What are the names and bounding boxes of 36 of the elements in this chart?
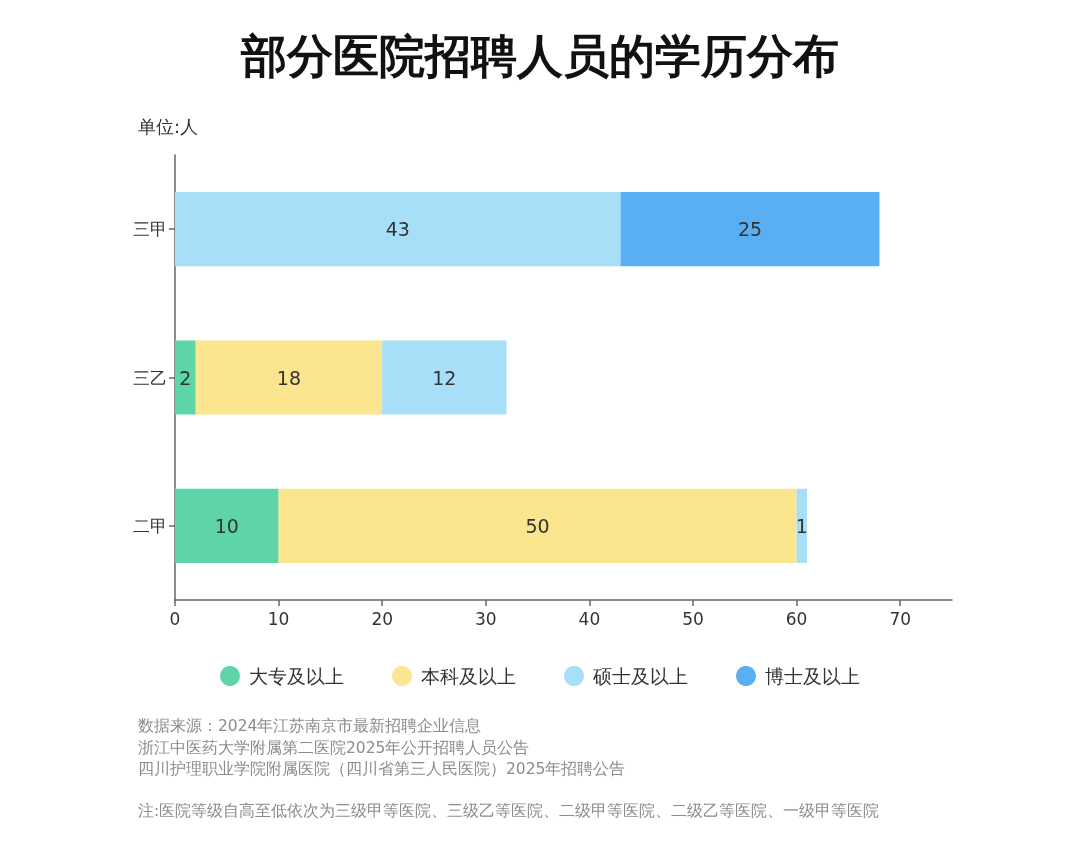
- chart-title: 部分医院招聘人员的学历分布: [240, 29, 839, 83]
- legend-label: 博士及以上: [765, 665, 860, 687]
- data-label: 43: [385, 218, 410, 241]
- bar: [175, 340, 196, 415]
- data-label: 12: [432, 366, 457, 389]
- legend-label: 本科及以上: [421, 665, 516, 687]
- data-label: 50: [525, 514, 550, 537]
- bar: [382, 340, 507, 415]
- y-tick-label: 三甲: [133, 219, 167, 240]
- text: 单位:人: [138, 115, 199, 137]
- data-label: 25: [737, 218, 763, 241]
- text: 浙江中医药大学附属第二医院2025年公开招聘人员公告: [138, 738, 530, 757]
- x-tick-label: 60: [785, 608, 808, 629]
- legend-label: 硕士及以上: [592, 665, 688, 687]
- data-label: 10: [214, 514, 239, 537]
- bar: [195, 340, 383, 415]
- data-label: 1: [795, 514, 808, 537]
- data-label: 18: [276, 366, 302, 389]
- data-label: 2: [179, 366, 192, 389]
- y-tick-label: 三乙: [133, 367, 167, 388]
- bar: [278, 488, 797, 563]
- x-tick-label: 10: [267, 608, 290, 629]
- x-tick-label: 50: [682, 608, 704, 629]
- text: 注:医院等级自高至低依次为三级甲等医院、三级乙等医院、二级甲等医院、二级乙等医院、一级甲等医院: [138, 802, 880, 820]
- bar: [175, 192, 621, 267]
- x-tick-label: 70: [889, 608, 912, 629]
- legend-label: 大专及以上: [249, 665, 344, 687]
- x-tick-label: 30: [474, 608, 497, 629]
- bar: [620, 192, 880, 267]
- source-note: 数据来源：2024年江苏南京市最新招聘企业信息: [138, 717, 482, 735]
- text: 四川护理职业学院附属医院（四川省第三人民医院）2025年招聘公告: [138, 760, 626, 778]
- x-tick-label: 0: [169, 608, 181, 629]
- bar: [175, 488, 279, 563]
- x-tick-label: 40: [578, 608, 601, 629]
- x-tick-label: 20: [371, 608, 394, 629]
- y-tick-label: 二甲: [133, 515, 167, 536]
